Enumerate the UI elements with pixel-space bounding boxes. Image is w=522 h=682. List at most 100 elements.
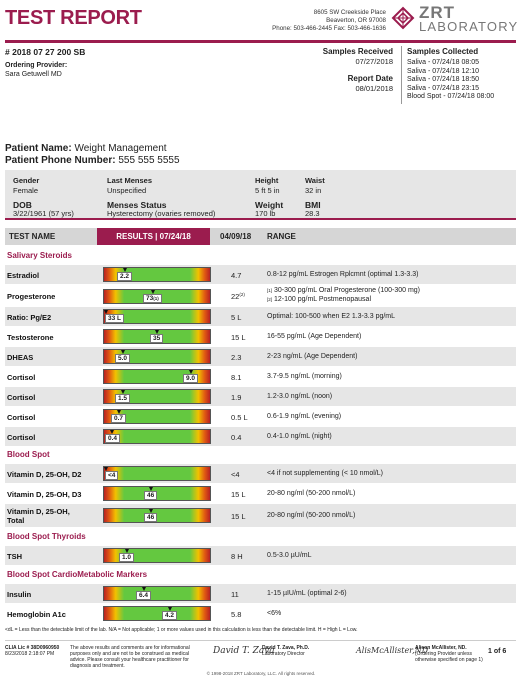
- dob-label: DOB: [13, 200, 32, 210]
- result-value: 35: [150, 334, 164, 343]
- test-name: Cortisol: [7, 373, 36, 382]
- result-bar: 5.0: [103, 349, 211, 364]
- previous-value: 8.1: [231, 373, 242, 382]
- previous-value: 15 L: [231, 512, 246, 521]
- reference-range: 0.6-1.9 ng/mL (evening): [267, 413, 342, 420]
- sample-item: Blood Spot - 07/24/18 08:00: [407, 93, 495, 101]
- result-value: 46: [144, 491, 158, 500]
- result-bar: 73(1): [103, 289, 211, 304]
- test-name: Cortisol: [7, 413, 36, 422]
- table-row: Ratio: Pg/E2 33 L 5 L Optimal: 100-500 w…: [5, 307, 516, 327]
- logo-text-zrt: ZRT: [419, 3, 456, 22]
- result-value: 2.2: [117, 272, 133, 281]
- sample-item: Saliva - 07/24/18 08:05: [407, 59, 479, 66]
- previous-value: 5.8: [231, 610, 242, 619]
- reference-range: 1.2-3.0 ng/mL (noon): [267, 393, 333, 400]
- result-marker-icon: [189, 370, 193, 374]
- table-row: DHEAS 5.0 2.3 2-23 ng/mL (Age Dependent): [5, 347, 516, 367]
- table-row: Cortisol 0.4 0.4 0.4-1.0 ng/mL (night): [5, 427, 516, 447]
- provider-name: Sara Getuwell MD: [5, 71, 62, 78]
- table-row: Testosterone 35 15 L 16-55 pg/mL (Age De…: [5, 327, 516, 347]
- result-marker-icon: [117, 410, 121, 414]
- table-row: Insulin 6.4 11 1-15 µIU/mL (optimal 2-6): [5, 584, 516, 604]
- previous-value: 1.9: [231, 393, 242, 402]
- samples-received-date: 07/27/2018: [355, 57, 393, 66]
- sample-item: Saliva - 07/24/18 18:50: [407, 76, 479, 84]
- col-range: RANGE: [267, 232, 296, 241]
- test-name: DHEAS: [7, 353, 34, 362]
- result-bar: 33 L: [103, 309, 211, 324]
- result-bar: 35: [103, 329, 211, 344]
- provider-signature: AlisMcAllister,ND: [356, 646, 429, 655]
- clia-info: CLIA Lic # 38D0960950 8/23/2018 2:18:07 …: [5, 645, 60, 657]
- patient-phone: Patient Phone Number: 555 555 5555: [5, 155, 180, 166]
- previous-value: 5 L: [231, 313, 242, 322]
- provider-label: Ordering Provider:: [5, 62, 68, 69]
- result-marker-icon: [104, 467, 108, 471]
- result-value: 9.0: [183, 374, 199, 383]
- result-value: 46: [144, 513, 158, 522]
- previous-value: 0.4: [231, 433, 242, 442]
- result-value: 0.4: [105, 434, 121, 443]
- previous-value: 22(2): [231, 292, 245, 301]
- results-table-header: TEST NAME RESULTS | 07/24/18 04/09/18 RA…: [5, 228, 516, 245]
- result-bar: 1.0: [103, 548, 211, 563]
- result-marker-icon: [121, 350, 125, 354]
- test-name: Testosterone: [7, 333, 54, 342]
- table-row: Cortisol 1.5 1.9 1.2-3.0 ng/mL (noon): [5, 387, 516, 407]
- samples-collected-list: Saliva - 07/24/18 08:05 Saliva - 07/24/1…: [407, 59, 494, 102]
- table-row: Vitamin D, 25-OH, D3 46 15 L 20-80 ng/ml…: [5, 484, 516, 504]
- sample-item: Saliva - 07/24/18 23:15: [407, 84, 479, 92]
- info-divider: [401, 46, 402, 104]
- result-bar: 46: [103, 486, 211, 501]
- result-marker-icon: [121, 390, 125, 394]
- table-row: TSH 1.0 8 H 0.5-3.0 µU/mL: [5, 546, 516, 566]
- result-bar: <4: [103, 466, 211, 481]
- reference-range: <4 if not supplementing (< 10 nmol/L): [267, 470, 383, 477]
- report-date-label: Report Date: [347, 74, 393, 83]
- reference-range: 0.8-12 pg/mL Estrogen Rplcmnt (optimal 1…: [267, 271, 419, 278]
- height-value: 5 ft 5 in: [255, 186, 280, 195]
- footer-divider: [5, 640, 516, 641]
- result-value: 5.0: [115, 354, 131, 363]
- table-row: Hemoglobin A1c 4.2 5.8 <6%: [5, 604, 516, 624]
- result-bar: 0.7: [103, 409, 211, 424]
- previous-value: 15 L: [231, 490, 246, 499]
- reference-range: 1-15 µIU/mL (optimal 2-6): [267, 590, 347, 597]
- section-blood-spot-thyroids: Blood Spot Thyroids: [5, 530, 516, 544]
- weight-label: Weight: [255, 200, 284, 210]
- test-name: Vitamin D, 25-OH, D3: [7, 490, 82, 499]
- accession-number: # 2018 07 27 200 SB: [5, 47, 86, 57]
- reference-range: 0.4-1.0 ng/mL (night): [267, 433, 332, 440]
- reference-range: 2-23 ng/mL (Age Dependent): [267, 353, 358, 360]
- height-label: Height: [255, 176, 279, 185]
- col-previous: 04/09/18: [220, 232, 252, 241]
- menses-status-value: Hysterectomy (ovaries removed): [107, 209, 216, 218]
- section-cardiometabolic: Blood Spot CardioMetabolic Markers: [5, 568, 516, 582]
- result-marker-icon: [168, 607, 172, 611]
- samples-collected-label: Samples Collected: [407, 47, 479, 56]
- result-marker-icon: [149, 487, 153, 491]
- results-legend: <dL = Less than the detectable limit of …: [5, 627, 358, 633]
- test-name: Progesterone: [7, 292, 56, 301]
- copyright: © 1998-2018 ZRT Laboratory, LLC. All rig…: [206, 671, 316, 676]
- bmi-value: 28.3: [305, 209, 320, 218]
- table-row: Vitamin D, 25-OH, Total 46 15 L 20-80 ng/…: [5, 504, 516, 528]
- bmi-label: BMI: [305, 200, 321, 210]
- previous-value: <4: [231, 470, 240, 479]
- table-row: Cortisol 0.7 0.5 L 0.6-1.9 ng/mL (evenin…: [5, 407, 516, 427]
- test-name: Vitamin D, 25-OH, D2: [7, 470, 82, 479]
- director-signature: David T. Zava: [213, 646, 275, 656]
- col-test-name: TEST NAME: [9, 232, 56, 241]
- test-name: TSH: [7, 552, 22, 561]
- table-row: Cortisol 9.0 8.1 3.7-9.5 ng/mL (morning): [5, 367, 516, 387]
- result-value: 0.7: [111, 414, 127, 423]
- result-bar: 6.4: [103, 586, 211, 601]
- result-marker-icon: [110, 430, 114, 434]
- result-value: <4: [105, 471, 119, 480]
- lab-address: 8605 SW Creekside Place Beaverton, OR 97…: [272, 9, 386, 32]
- weight-value: 170 lb: [255, 209, 276, 218]
- logo-text-laboratory: LABORATORY: [419, 19, 519, 34]
- reference-range: [1] 30-300 pg/mL Oral Progesterone (100-…: [267, 287, 421, 303]
- reference-range: 20-80 ng/ml (50-200 nmol/L): [267, 512, 356, 519]
